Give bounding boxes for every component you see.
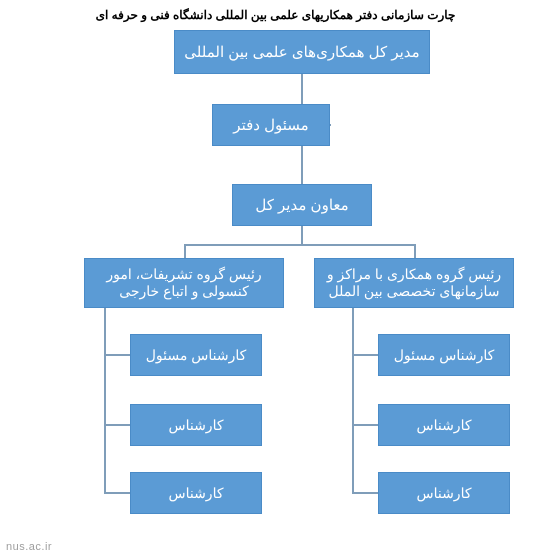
watermark: nus.ac.ir (6, 541, 52, 553)
node-director-general: مدیر کل همکاری‌های علمی بین المللی (174, 30, 430, 74)
node-right-expert-3: کارشناس (378, 472, 510, 514)
connector (104, 308, 106, 492)
node-left-expert-2: کارشناس (130, 404, 262, 446)
node-left-expert-3: کارشناس (130, 472, 262, 514)
node-right-expert-1: کارشناس مسئول (378, 334, 510, 376)
connector (352, 354, 378, 356)
connector (104, 424, 130, 426)
node-deputy-director: معاون مدیر کل (232, 184, 372, 226)
connector (301, 226, 303, 244)
node-left-expert-1: کارشناس مسئول (130, 334, 262, 376)
node-group-head-left: رئیس گروه تشریفات، امور کنسولی و اتباع خ… (84, 258, 284, 308)
connector (352, 424, 378, 426)
node-right-expert-2: کارشناس (378, 404, 510, 446)
node-group-head-right: رئیس گروه همکاری با مراکز و سازمانهای تخ… (314, 258, 514, 308)
connector (352, 308, 354, 492)
chart-title: چارت سازمانی دفتر همکاریهای علمی بین الم… (0, 8, 551, 22)
connector (104, 492, 130, 494)
node-office-manager: مسئول دفتر (212, 104, 330, 146)
connector (184, 244, 416, 246)
connector (104, 354, 130, 356)
connector (184, 244, 186, 258)
connector (352, 492, 378, 494)
connector (414, 244, 416, 258)
